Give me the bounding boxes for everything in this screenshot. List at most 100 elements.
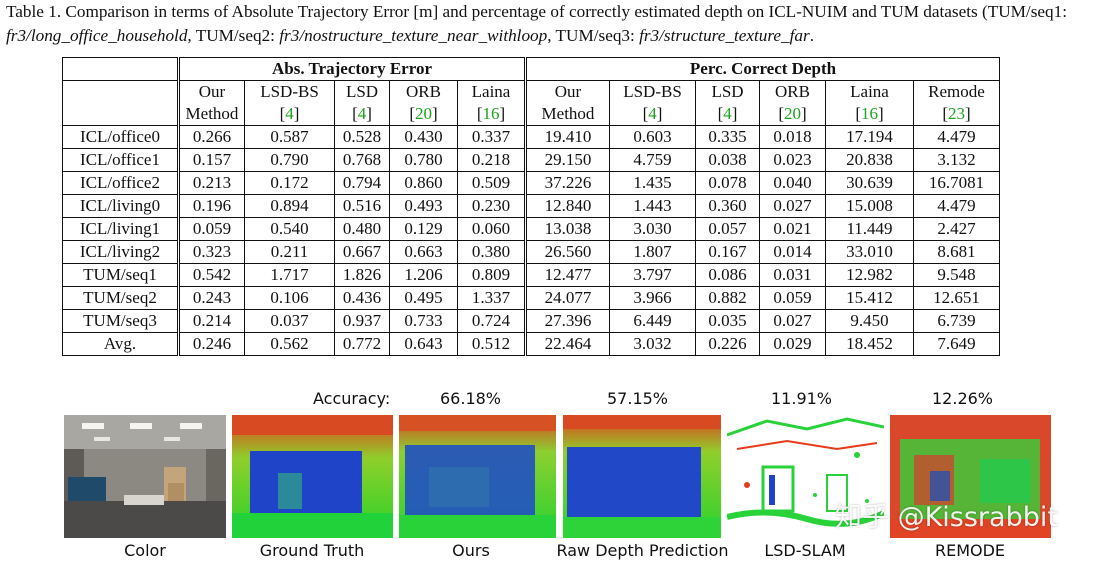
- ate-cell: 1.337: [457, 286, 527, 310]
- pcd-col-header: ORB [20]: [759, 80, 826, 126]
- pcd-cell: 0.029: [759, 332, 826, 356]
- ate-cell: 0.172: [244, 171, 335, 195]
- ate-cell: 0.495: [389, 286, 458, 310]
- citation-link[interactable]: 4: [285, 104, 294, 123]
- pcd-cell: 37.226: [525, 171, 610, 195]
- ate-col-header: LSD-BS [4]: [244, 80, 335, 126]
- pcd-cell: 0.335: [695, 125, 760, 149]
- group-header-ate: Abs. Trajectory Error: [178, 57, 527, 81]
- citation-link[interactable]: 4: [648, 104, 657, 123]
- ate-cell: 0.323: [178, 240, 245, 264]
- ate-cell: 0.794: [334, 171, 390, 195]
- pcd-cell: 4.479: [913, 125, 1000, 149]
- ate-cell: 0.768: [334, 148, 390, 172]
- ate-cell: 0.733: [389, 309, 458, 333]
- ate-cell: 0.266: [178, 125, 245, 149]
- ate-cell: 0.230: [457, 194, 527, 218]
- accuracy-ours: 66.18%: [440, 389, 502, 408]
- ate-col-header: Our Method: [178, 80, 245, 126]
- accuracy-label: Accuracy:: [313, 389, 391, 408]
- ate-cell: 0.129: [389, 217, 458, 241]
- ate-col-header: LSD [4]: [334, 80, 390, 126]
- ate-cell: 1.826: [334, 263, 390, 287]
- pcd-cell: 0.038: [695, 148, 760, 172]
- pcd-cell: 0.027: [759, 194, 826, 218]
- caption-seq1: fr3/long_office_household: [6, 26, 188, 45]
- citation-link[interactable]: 16: [861, 104, 878, 123]
- citation-link[interactable]: 20: [415, 104, 432, 123]
- ate-cell: 0.060: [457, 217, 527, 241]
- pcd-cell: 12.840: [525, 194, 610, 218]
- pcd-cell: 26.560: [525, 240, 610, 264]
- lsd-slam-image: [727, 415, 884, 538]
- pcd-cell: 30.639: [825, 171, 914, 195]
- citation-link[interactable]: 4: [723, 104, 732, 123]
- ate-cell: 0.587: [244, 125, 335, 149]
- ate-cell: 0.059: [178, 217, 245, 241]
- table-row: ICL/office1 0.157 0.790 0.768 0.780 0.218 29.1…: [62, 148, 1000, 172]
- pcd-cell: 0.603: [609, 125, 696, 149]
- ate-cell: 0.493: [389, 194, 458, 218]
- pcd-cell: 1.435: [609, 171, 696, 195]
- col-header-line1: ORB: [775, 82, 810, 101]
- accuracy-lsd: 11.91%: [771, 389, 833, 408]
- ate-cell: 0.509: [457, 171, 527, 195]
- ate-col-header: Laina [16]: [457, 80, 527, 126]
- pcd-cell: 24.077: [525, 286, 610, 310]
- ate-cell: 0.211: [244, 240, 335, 264]
- ate-cell: 0.772: [334, 332, 390, 356]
- pcd-cell: 1.443: [609, 194, 696, 218]
- pcd-cell: 27.396: [525, 309, 610, 333]
- ate-cell: 0.436: [334, 286, 390, 310]
- ate-cell: 0.643: [389, 332, 458, 356]
- label-raw-depth: Raw Depth Prediction: [556, 541, 729, 560]
- row-name: ICL/living2: [62, 240, 180, 264]
- ate-cell: 0.512: [457, 332, 527, 356]
- pcd-cell: 20.838: [825, 148, 914, 172]
- row-name: TUM/seq2: [62, 286, 180, 310]
- pcd-cell: 9.450: [825, 309, 914, 333]
- table-row: ICL/living1 0.059 0.540 0.480 0.129 0.060 13.0…: [62, 217, 1000, 241]
- pcd-cell: 0.023: [759, 148, 826, 172]
- row-name: ICL/living0: [62, 194, 180, 218]
- table-row: ICL/living0 0.196 0.894 0.516 0.493 0.230 12.8…: [62, 194, 1000, 218]
- caption-seq3: fr3/structure_texture_far: [639, 26, 810, 45]
- pcd-col-header: Laina [16]: [825, 80, 914, 126]
- table-caption: Table 1. Comparison in terms of Absolute…: [6, 0, 1114, 48]
- col-header-line1: Remode: [928, 82, 985, 101]
- table-row: TUM/seq1 0.542 1.717 1.826 1.206 0.809 12.477 3…: [62, 263, 1000, 287]
- citation-link[interactable]: 23: [948, 104, 965, 123]
- ate-cell: 0.480: [334, 217, 390, 241]
- citation-link[interactable]: 20: [784, 104, 801, 123]
- pcd-cell: 0.226: [695, 332, 760, 356]
- pcd-cell: 1.807: [609, 240, 696, 264]
- ate-cell: 1.717: [244, 263, 335, 287]
- pcd-cell: 0.035: [695, 309, 760, 333]
- ate-cell: 0.037: [244, 309, 335, 333]
- ate-cell: 0.937: [334, 309, 390, 333]
- accuracy-remode: 12.26%: [932, 389, 994, 408]
- ate-cell: 0.663: [389, 240, 458, 264]
- ate-cell: 0.860: [389, 171, 458, 195]
- col-header-line1: ORB: [406, 82, 441, 101]
- col-header-ref: [4]: [352, 104, 372, 123]
- col-header-ref: [16]: [476, 104, 506, 123]
- row-name: Avg.: [62, 332, 180, 356]
- citation-link[interactable]: 4: [357, 104, 367, 123]
- label-lsd-slam: LSD-SLAM: [764, 541, 846, 560]
- col-header-line1: Our: [554, 82, 582, 101]
- ate-cell: 0.380: [457, 240, 527, 264]
- qualitative-figure: Accuracy: 66.18% 57.15% 11.91% 12.26%: [0, 385, 1120, 563]
- pcd-cell: 0.059: [759, 286, 826, 310]
- pcd-cell: 17.194: [825, 125, 914, 149]
- pcd-cell: 8.681: [913, 240, 1000, 264]
- column-header-row: Our Method LSD-BS [4] LSD [4] ORB [20] Laina [16]…: [62, 80, 1000, 126]
- table-row: ICL/office0 0.266 0.587 0.528 0.430 0.337 19.4…: [62, 125, 1000, 149]
- ate-cell: 0.540: [244, 217, 335, 241]
- ate-cell: 0.516: [334, 194, 390, 218]
- pcd-cell: 22.464: [525, 332, 610, 356]
- citation-link[interactable]: 16: [482, 104, 500, 123]
- pcd-cell: 0.086: [695, 263, 760, 287]
- ate-cell: 0.562: [244, 332, 335, 356]
- caption-seq2: fr3/nostructure_texture_near_withloop: [279, 26, 548, 45]
